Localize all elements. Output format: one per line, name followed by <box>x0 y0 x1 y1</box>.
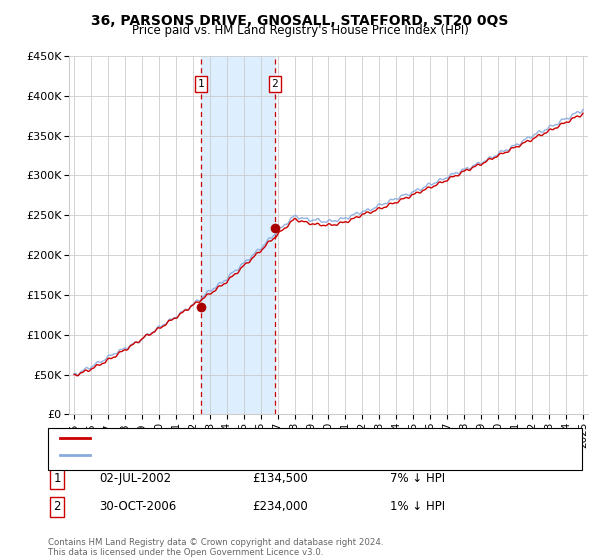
Text: £234,000: £234,000 <box>252 500 308 514</box>
Text: Price paid vs. HM Land Registry's House Price Index (HPI): Price paid vs. HM Land Registry's House … <box>131 24 469 36</box>
Text: HPI: Average price, detached house, Stafford: HPI: Average price, detached house, Staf… <box>96 450 331 460</box>
Text: 1: 1 <box>198 79 205 89</box>
Text: 36, PARSONS DRIVE, GNOSALL, STAFFORD, ST20 0QS: 36, PARSONS DRIVE, GNOSALL, STAFFORD, ST… <box>91 14 509 28</box>
Text: 30-OCT-2006: 30-OCT-2006 <box>99 500 176 514</box>
Text: 02-JUL-2002: 02-JUL-2002 <box>99 472 171 486</box>
Text: Contains HM Land Registry data © Crown copyright and database right 2024.
This d: Contains HM Land Registry data © Crown c… <box>48 538 383 557</box>
Text: 2: 2 <box>53 500 61 514</box>
Text: 36, PARSONS DRIVE, GNOSALL, STAFFORD, ST20 0QS (detached house): 36, PARSONS DRIVE, GNOSALL, STAFFORD, ST… <box>96 433 469 444</box>
Bar <box>201 56 275 414</box>
Text: 1: 1 <box>53 472 61 486</box>
Text: 1% ↓ HPI: 1% ↓ HPI <box>390 500 445 514</box>
Text: 2: 2 <box>271 79 278 89</box>
Text: 7% ↓ HPI: 7% ↓ HPI <box>390 472 445 486</box>
Text: £134,500: £134,500 <box>252 472 308 486</box>
